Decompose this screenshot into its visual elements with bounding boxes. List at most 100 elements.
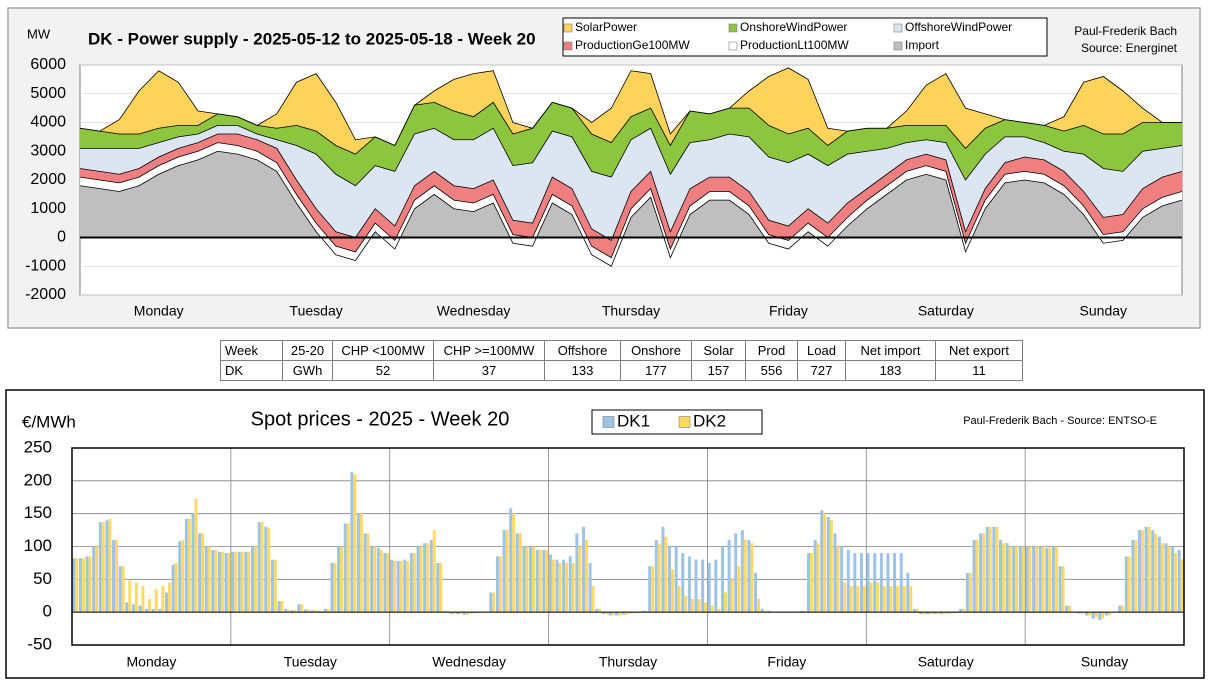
table-cell: 37 [433,360,545,381]
area-edge [79,101,1182,155]
legend-label: DK1 [617,411,650,430]
bar [257,522,261,613]
bar [1171,546,1175,613]
bar [992,526,996,613]
bar [1028,546,1032,613]
y-tick-label: 100 [24,536,52,555]
bar [1078,612,1082,614]
bar [1167,546,1171,613]
x-tick-label: Thursday [602,303,660,319]
bar [465,612,469,615]
legend-label: DK2 [693,411,726,430]
bar [843,582,847,613]
bar [810,553,814,613]
bar [101,522,105,613]
bar [92,546,96,613]
legend-box [591,409,763,435]
bar [946,612,950,614]
bar [1061,566,1065,613]
bar [409,553,413,613]
bar [277,601,281,613]
area [80,67,1182,155]
bar [1091,612,1095,619]
bar [141,585,145,613]
y-tick-label: -50 [27,634,52,653]
bar [982,533,986,613]
bar [740,530,744,613]
y-tick-label: 5000 [30,85,66,102]
bar [687,556,691,613]
bar [800,610,804,613]
bar [171,564,175,613]
bar [935,612,939,615]
bar [131,604,135,613]
bar [803,610,807,613]
table-cell: Load [797,340,846,361]
bar [1065,605,1069,613]
bar [816,543,820,613]
table-cell: 133 [544,360,621,381]
bar [542,549,546,613]
bar [244,551,248,613]
bar [442,610,446,613]
bar [75,558,79,613]
bar [118,566,122,613]
bar [862,585,866,613]
bar [88,556,92,613]
table-cell: GWh [282,360,333,381]
bar [303,609,307,613]
bar [591,585,595,613]
bar [264,526,268,613]
area-edge [79,142,1183,259]
x-tick-label: Friday [767,654,806,670]
bar [1107,612,1111,616]
bar [81,558,85,613]
bar [869,582,873,613]
bar [181,539,185,613]
bar [251,546,255,613]
bar [919,612,923,615]
bar [138,605,142,613]
bar [313,610,317,613]
area-edge [80,124,1183,187]
bar [651,566,655,613]
bar [826,516,830,613]
bar [112,539,116,613]
bar [849,585,853,613]
table-cell: 157 [691,360,746,381]
bar [807,553,811,613]
bar [641,610,645,613]
table-cell: 52 [332,360,434,381]
bar [710,605,714,613]
bar [1101,612,1105,619]
area-edge [79,133,1183,241]
bar [323,608,327,613]
table-cell: Offshore [544,340,621,361]
bar [949,612,953,614]
bar [879,553,883,613]
bar [412,553,416,613]
y-tick-label: -1000 [25,257,66,274]
chart-title: DK - Power supply - 2025-05-12 to 2025-0… [88,29,536,48]
area [80,134,1182,258]
y-tick-label: 1000 [30,200,66,217]
bar [876,582,880,613]
bar [423,543,427,613]
legend-label: OnshoreWindPower [740,20,847,34]
bar [158,608,162,613]
bar [518,533,522,613]
bar [105,520,109,613]
bar [290,610,294,613]
y-tick-label: 6000 [30,56,66,73]
bar [1038,546,1042,613]
bar [502,530,506,613]
bottom-frame [5,389,1205,679]
bar [317,610,321,613]
bar [985,526,989,613]
legend-swatch [678,416,691,428]
bar [717,608,721,613]
bar [581,526,585,613]
legend-swatch [563,41,573,51]
bar [1177,549,1181,613]
y-tick-label: 4000 [30,114,66,131]
